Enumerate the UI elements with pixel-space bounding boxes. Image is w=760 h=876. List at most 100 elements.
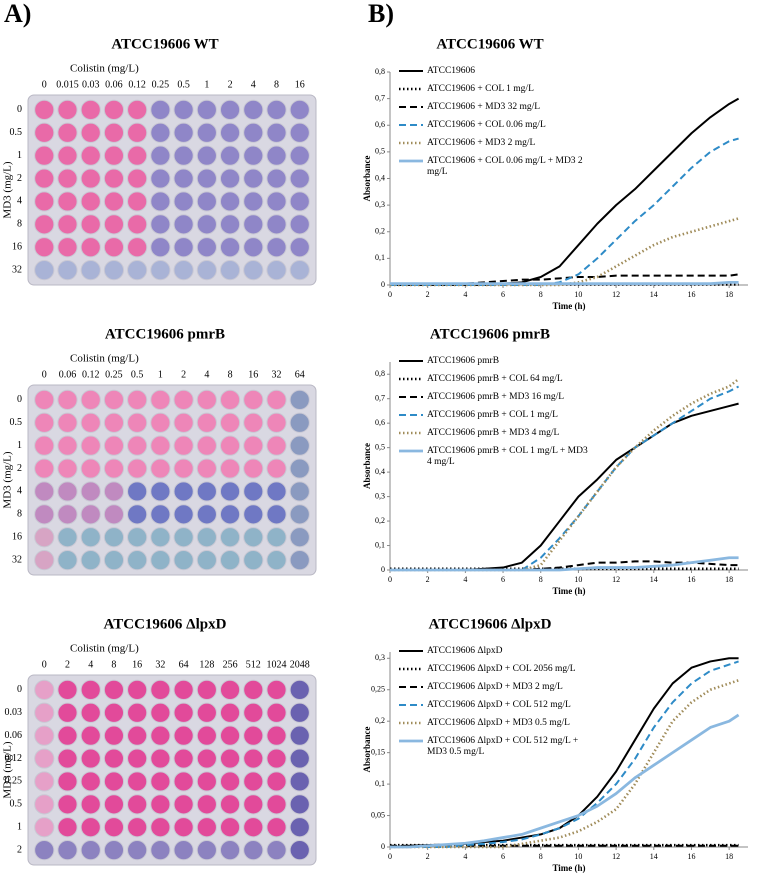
well — [173, 458, 194, 479]
well — [80, 99, 101, 120]
well — [127, 191, 148, 212]
well — [266, 794, 287, 815]
plate-column-label: 16 — [132, 659, 142, 670]
well — [173, 168, 194, 189]
legend-label: ATCC19606 pmrB + MD3 4 mg/L — [427, 428, 560, 438]
well — [266, 771, 287, 792]
well — [57, 145, 78, 166]
well — [243, 389, 264, 410]
y-tick-label: 0 — [381, 565, 385, 574]
plate-column-label: 256 — [223, 659, 238, 670]
well — [57, 748, 78, 769]
plate-title: ATCC19606 WT — [111, 36, 218, 52]
well — [103, 412, 125, 433]
well — [150, 260, 171, 281]
well — [103, 191, 125, 212]
plate-column-label: 1 — [204, 79, 209, 90]
well — [219, 550, 241, 571]
legend-label: ATCC19606 pmrB + COL 1 mg/L — [427, 410, 558, 420]
well — [57, 412, 78, 433]
well — [34, 412, 55, 433]
legend-label: ATCC19606 + COL 1 mg/L — [427, 84, 534, 94]
panel-label: A) — [4, 0, 31, 28]
well — [173, 412, 194, 433]
well — [150, 504, 171, 525]
well — [34, 794, 55, 815]
well — [173, 504, 194, 525]
well — [266, 458, 287, 479]
x-tick-label: 0 — [388, 852, 392, 861]
well — [103, 527, 125, 548]
y-tick-label: 0,7 — [375, 93, 385, 102]
y-tick-label: 0,5 — [375, 147, 385, 156]
well — [266, 817, 287, 838]
series-line — [390, 280, 739, 286]
well — [80, 412, 101, 433]
well — [57, 817, 78, 838]
legend-label: ATCC19606 ΔlpxD + COL 512 mg/L + MD3 0.5… — [427, 736, 579, 757]
series-line — [390, 713, 740, 849]
well — [34, 679, 55, 700]
well — [150, 145, 171, 166]
well — [243, 504, 264, 525]
legend-swatch — [399, 431, 423, 435]
well — [57, 527, 78, 548]
well — [34, 237, 55, 258]
well — [80, 504, 101, 525]
well — [80, 725, 101, 746]
well — [57, 840, 78, 861]
well — [266, 550, 287, 571]
y-tick-label: 0 — [381, 842, 385, 851]
well — [150, 389, 171, 410]
plate-column-label: 0.5 — [131, 369, 144, 380]
x-tick-label: 14 — [650, 852, 658, 861]
plate-column-label: 8 — [274, 79, 279, 90]
well — [196, 817, 217, 838]
well — [150, 748, 171, 769]
well — [150, 817, 171, 838]
x-tick-label: 16 — [687, 290, 695, 299]
well — [219, 725, 241, 746]
well — [289, 145, 310, 166]
x-tick-label: 0 — [388, 575, 392, 584]
chart-title: ATCC19606 WT — [436, 36, 543, 52]
well — [127, 435, 148, 456]
well — [243, 527, 264, 548]
y-axis-label: Absorbance — [362, 443, 372, 489]
well — [289, 412, 310, 433]
well — [219, 260, 241, 281]
x-tick-label: 4 — [463, 575, 467, 584]
x-axis-label: Time (h) — [552, 586, 585, 596]
well — [173, 237, 194, 258]
well — [219, 527, 241, 548]
x-tick-label: 18 — [725, 290, 733, 299]
plate-row-label: 0.06 — [5, 730, 23, 741]
well — [266, 435, 287, 456]
well — [219, 145, 241, 166]
legend-swatch — [399, 721, 423, 725]
series-line — [390, 217, 739, 287]
legend-label: ATCC19606 pmrB + COL 64 mg/L — [427, 374, 563, 384]
well — [80, 702, 101, 723]
plate-column-label: 0 — [42, 659, 47, 670]
series-line — [390, 660, 739, 848]
legend-swatch — [399, 106, 423, 108]
plate-column-label: 2 — [181, 369, 186, 380]
plate-column-label: 8 — [111, 659, 116, 670]
plate-column-label: 0 — [42, 79, 47, 90]
plate-column-label: 0.25 — [105, 369, 123, 380]
well — [289, 389, 310, 410]
well — [219, 435, 241, 456]
plate-column-label: 4 — [204, 369, 209, 380]
plate-row-label: 0.5 — [10, 799, 23, 810]
legend: ATCC19606 pmrB ATCC19606 pmrB + COL 64 mg… — [398, 356, 588, 475]
well — [289, 260, 310, 281]
well — [219, 237, 241, 258]
plate-row-label: 32 — [12, 264, 22, 275]
y-tick-label: 0,1 — [375, 253, 385, 262]
plate-column-label: 0.015 — [56, 79, 79, 90]
well — [57, 99, 78, 120]
well — [289, 702, 310, 723]
legend-item: ATCC19606 — [398, 66, 588, 77]
well — [127, 504, 148, 525]
